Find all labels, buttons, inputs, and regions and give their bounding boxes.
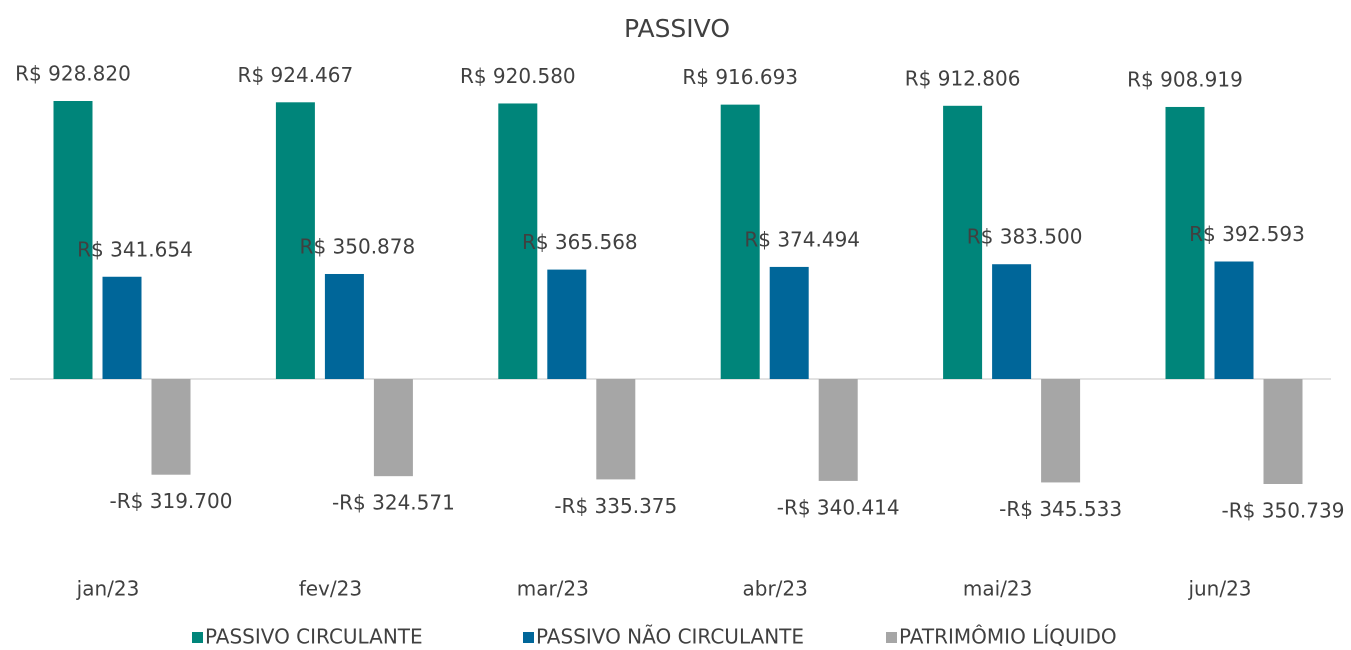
x-tick-label: fev/23 (299, 577, 362, 601)
bar (943, 105, 983, 380)
data-label: R$ 908.919 (1127, 67, 1243, 91)
data-label: R$ 350.878 (300, 234, 416, 258)
bar (275, 102, 315, 380)
data-label: R$ 924.467 (238, 63, 354, 87)
data-label: R$ 928.820 (15, 62, 131, 86)
bar (720, 104, 760, 380)
bar (498, 103, 538, 380)
data-label: R$ 365.568 (522, 230, 638, 254)
legend-swatch (523, 632, 534, 643)
x-tick-label: mar/23 (517, 577, 589, 601)
data-label: R$ 374.494 (744, 227, 860, 251)
chart-title: PASSIVO (624, 14, 730, 43)
x-tick-label: jan/23 (76, 577, 140, 601)
data-label: R$ 341.654 (77, 237, 193, 261)
data-label: -R$ 340.414 (777, 495, 900, 519)
data-label: -R$ 324.571 (332, 491, 455, 515)
bar (102, 276, 142, 380)
x-tick-label: abr/23 (743, 577, 808, 601)
data-label: -R$ 345.533 (999, 497, 1122, 521)
bar (596, 379, 636, 480)
data-label: R$ 920.580 (460, 64, 576, 88)
legend-swatch (192, 632, 203, 643)
bar (547, 269, 587, 380)
bar (373, 379, 413, 477)
data-label: -R$ 335.375 (554, 494, 677, 518)
bar (324, 273, 364, 380)
bar (1214, 261, 1254, 380)
data-label: -R$ 319.700 (110, 489, 233, 513)
legend-label: PASSIVO NÃO CIRCULANTE (536, 625, 804, 649)
legend-label: PATRIMÔMIO LÍQUIDO (899, 625, 1117, 649)
data-label: R$ 383.500 (967, 225, 1083, 249)
bar (1165, 106, 1205, 380)
bar (818, 379, 858, 481)
bar (53, 101, 93, 380)
data-label: R$ 392.593 (1189, 222, 1305, 246)
legend-label: PASSIVO CIRCULANTE (205, 625, 423, 649)
x-tick-label: mai/23 (963, 577, 1032, 601)
bar (1041, 379, 1081, 483)
data-label: R$ 916.693 (682, 65, 798, 89)
legend-swatch (886, 632, 897, 643)
bar (992, 264, 1032, 380)
bar (151, 379, 191, 475)
data-label: -R$ 350.739 (1222, 499, 1345, 523)
data-label: R$ 912.806 (905, 66, 1021, 90)
bar (1263, 379, 1303, 484)
x-tick-label: jun/23 (1187, 577, 1251, 601)
bar (769, 266, 809, 380)
